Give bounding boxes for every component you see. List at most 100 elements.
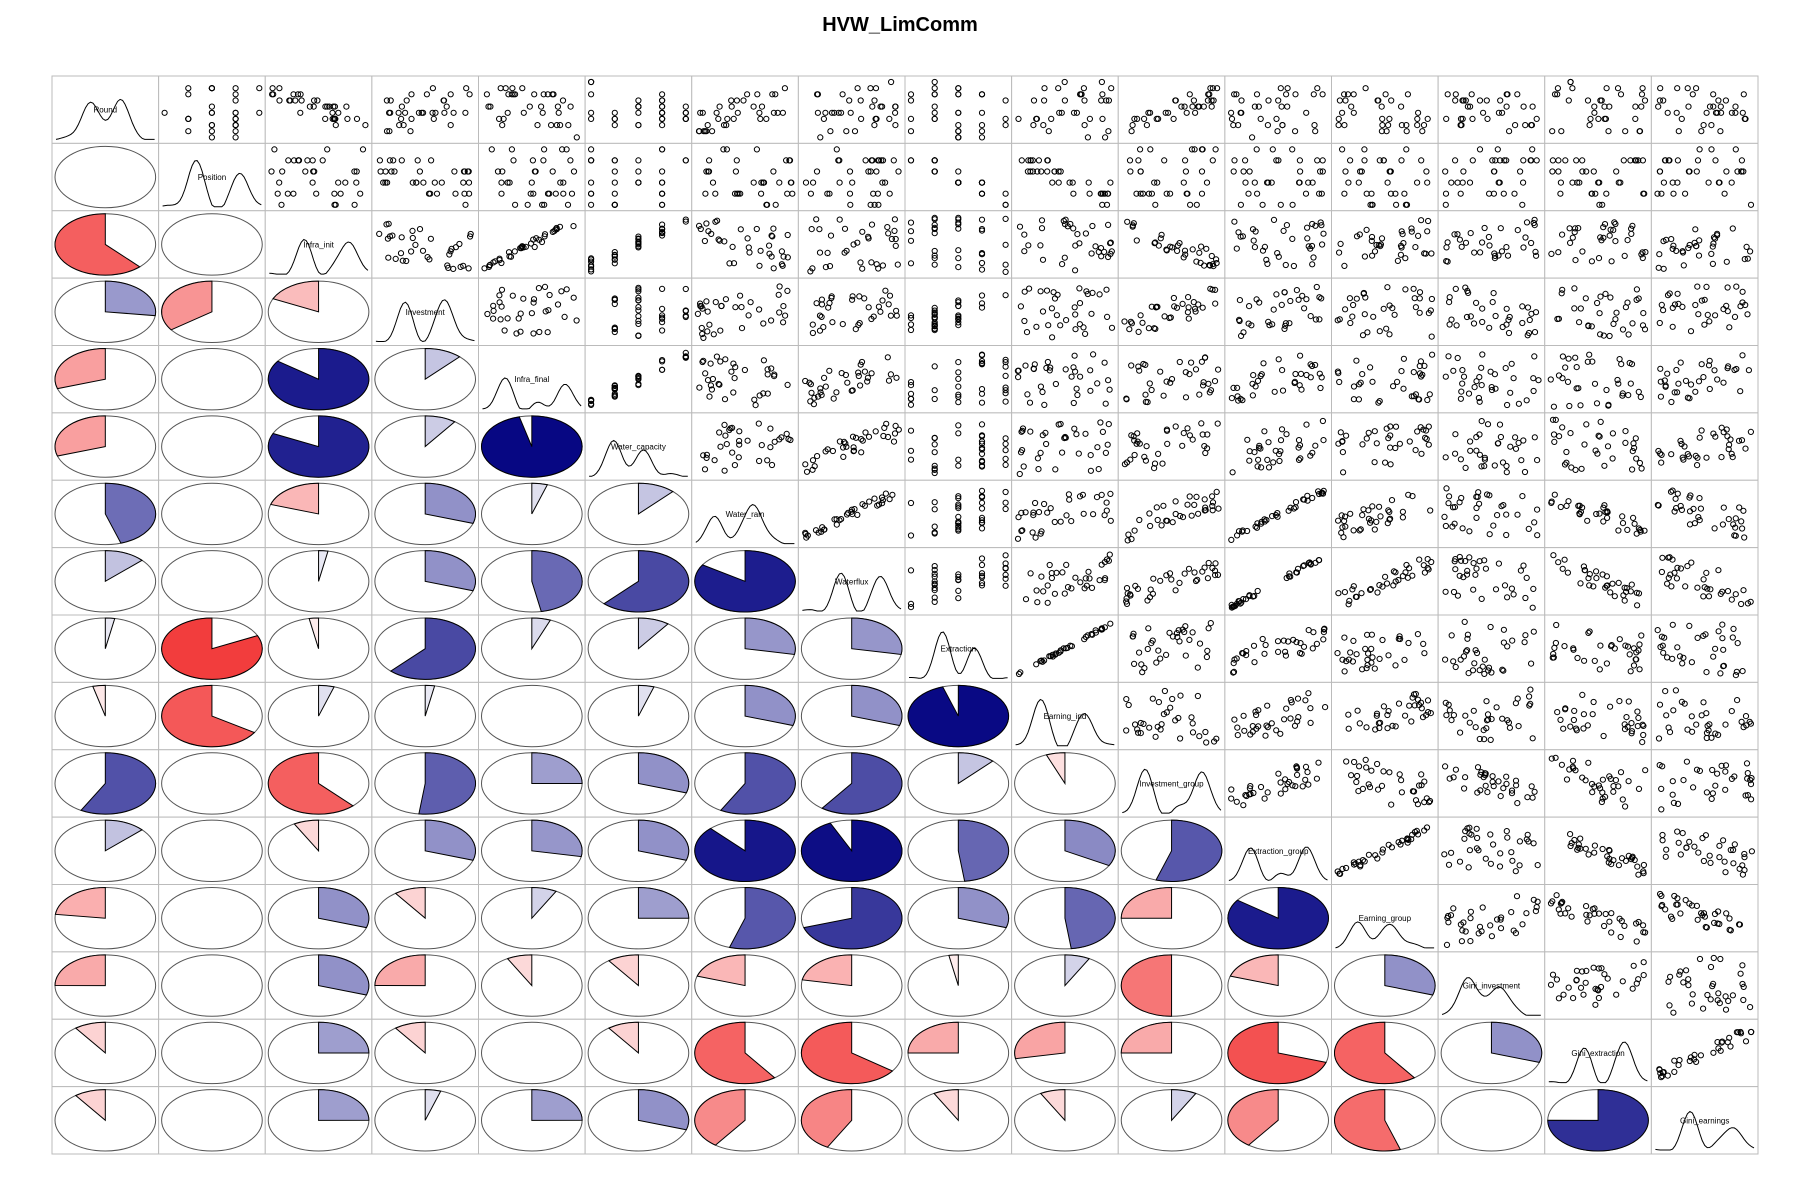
pie-slice [424, 415, 456, 448]
scatter-point [398, 103, 405, 110]
scatter-point [1252, 708, 1259, 715]
scatter-point [1341, 589, 1349, 596]
scatter-point [1556, 433, 1563, 440]
scatter-point [838, 109, 845, 116]
scatter-point [836, 179, 843, 186]
scatter-point [1497, 793, 1504, 800]
scatter-point [1260, 360, 1267, 367]
scatter-point [1715, 567, 1722, 574]
scatter-point [1573, 364, 1580, 371]
scatter-point [1269, 321, 1276, 328]
scatter-point [1573, 385, 1580, 392]
scatter-point [1374, 760, 1381, 768]
scatter-point [1167, 704, 1174, 711]
scatter-point [1738, 437, 1746, 444]
scatter-point [783, 157, 790, 164]
pie-outline [161, 1089, 263, 1152]
scatter-point [758, 103, 766, 110]
scatter-point [1099, 626, 1106, 633]
scatter-point [1714, 230, 1721, 237]
scatter-point [1442, 588, 1449, 595]
scatter-point [1285, 778, 1293, 786]
scatter-point [1693, 85, 1700, 92]
scatter-point [955, 319, 962, 326]
scatter-point [541, 231, 549, 238]
scatter-point [682, 218, 689, 225]
scatter-point [1579, 504, 1586, 511]
scatter-point [1202, 728, 1209, 736]
scatter-point [1554, 709, 1561, 716]
scatter-point [978, 390, 986, 397]
scatter-point [1496, 157, 1504, 164]
scatter-point [1142, 457, 1150, 464]
scatter-point [306, 103, 313, 110]
scatter-point [1363, 665, 1370, 672]
scatter-point [865, 168, 872, 175]
scatter-point [1492, 312, 1499, 320]
scatter-point [1446, 775, 1453, 782]
scatter-point [1601, 462, 1608, 469]
variable-label: Investment_group [1140, 779, 1205, 788]
scatter-point [712, 218, 719, 225]
scatter-point [1677, 565, 1685, 572]
scatter-point [1679, 248, 1686, 255]
scatter-point [1478, 364, 1485, 371]
scatter-point [1512, 777, 1520, 784]
scatter-point [1180, 179, 1187, 186]
scatter-point [1501, 582, 1509, 589]
scatter-point [836, 438, 844, 445]
pie-slice [424, 482, 476, 524]
scatter-point [1630, 662, 1638, 669]
scatter-point [1633, 286, 1641, 293]
scatter-point [1301, 305, 1308, 312]
scatter-point [1469, 667, 1477, 674]
scatter-point [1608, 642, 1615, 649]
scatter-point [1585, 575, 1592, 582]
scatter-point [1729, 225, 1736, 232]
scatter-point [1531, 353, 1538, 360]
scatter-point [1529, 146, 1536, 153]
scatter-point [955, 214, 962, 221]
scatter-point [1357, 526, 1364, 533]
scatter-point [1363, 435, 1370, 442]
scatter-point [1482, 855, 1489, 862]
pie-slice [424, 347, 461, 381]
diag-cell [904, 614, 1013, 683]
scatter-point [1688, 1000, 1696, 1007]
scatter-point [1612, 238, 1619, 245]
scatter-point [1450, 588, 1458, 596]
scatter-point [1002, 97, 1009, 104]
scatter-point [713, 353, 721, 360]
scatter-point [1561, 461, 1569, 468]
scatter-point [1152, 239, 1159, 246]
scatter-point [463, 85, 470, 92]
scatter-point [1191, 501, 1198, 508]
scatter-point [398, 234, 405, 241]
scatter-point [931, 506, 938, 513]
scatter-point [1276, 451, 1283, 458]
scatter-point [461, 190, 468, 197]
scatter-point [1153, 504, 1160, 511]
scatter-point [1593, 575, 1600, 582]
scatter-point [1286, 570, 1293, 577]
scatter-point [1677, 968, 1684, 975]
scatter-point [1724, 284, 1731, 291]
scatter-point [780, 253, 787, 260]
scatter-point [1077, 373, 1084, 380]
variable-label: Earning_group [1359, 914, 1412, 923]
scatter-point [1092, 627, 1099, 634]
scatter-point [1522, 122, 1529, 129]
scatter-point [1098, 491, 1105, 498]
scatter-point [846, 168, 854, 175]
pie-outline [481, 1021, 583, 1085]
scatter-point [1382, 459, 1389, 466]
scatter-point [1382, 91, 1389, 98]
scatter-point [1196, 640, 1204, 647]
scatter-point [1479, 663, 1486, 670]
scatter-point [1600, 504, 1607, 511]
variable-label: Position [198, 173, 226, 182]
scatter-point [802, 529, 809, 536]
scatter-point [554, 103, 562, 110]
scatter-point [731, 375, 738, 382]
scatter-point [1695, 378, 1703, 385]
